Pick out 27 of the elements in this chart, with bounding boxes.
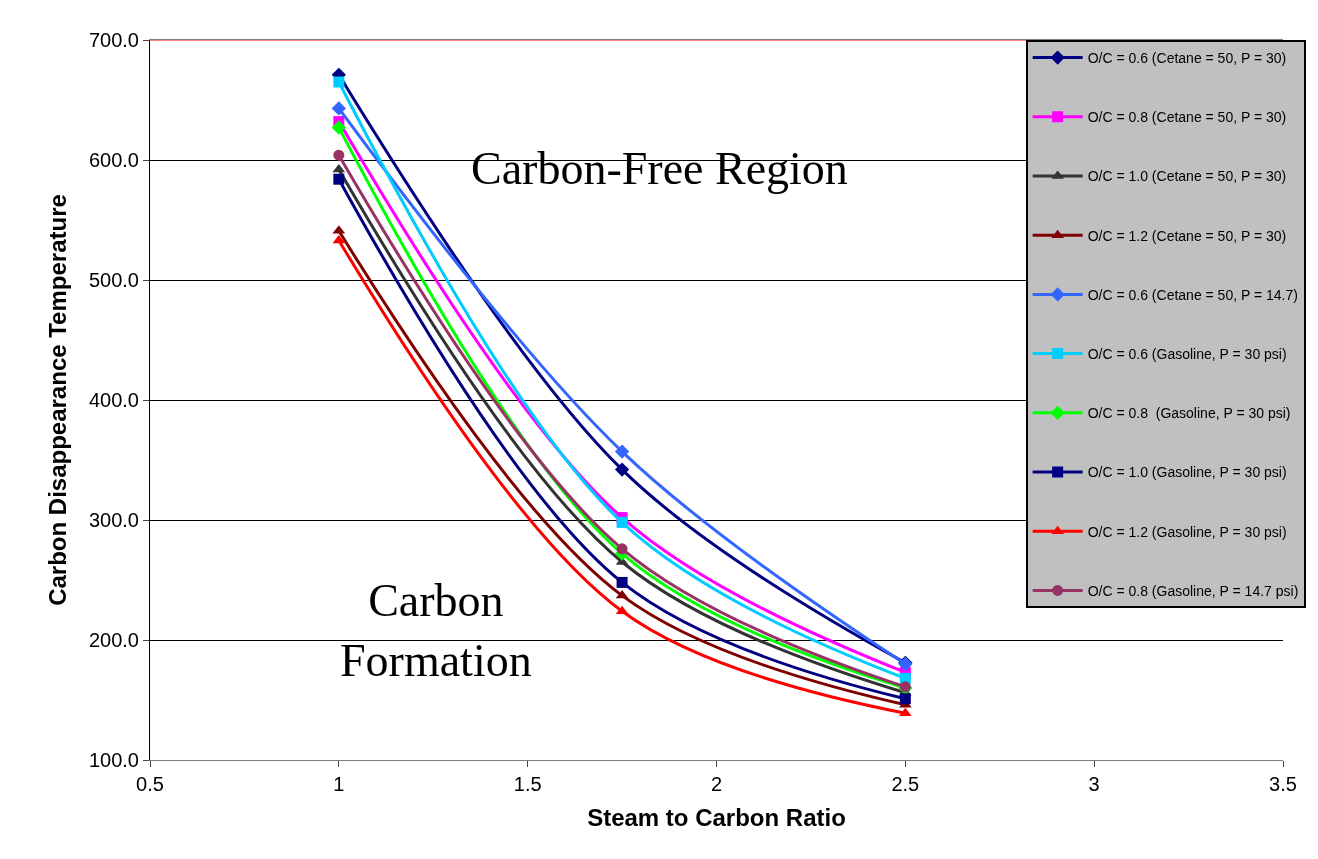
y-tick-label: 200.0 <box>88 629 139 651</box>
legend-label: O/C = 0.8 (Cetane = 50, P = 30) <box>1087 109 1287 126</box>
legend-label: O/C = 0.8 (Gasoline, P = 14.7 psi) <box>1087 582 1299 599</box>
y-tick-label: 600.0 <box>88 149 139 171</box>
legend-label: O/C = 0.6 (Cetane = 50, P = 14.7) <box>1087 286 1298 303</box>
x-tick-label: 0.5 <box>136 773 164 795</box>
y-tick-label: 700.0 <box>88 29 139 51</box>
x-axis-title: Steam to Carbon Ratio <box>587 804 846 832</box>
legend-label: O/C = 0.6 (Gasoline, P = 30 psi) <box>1087 346 1287 363</box>
x-tick-label: 1.5 <box>513 773 542 795</box>
annotation: Carbon Formation <box>340 575 532 686</box>
legend-label: O/C = 0.6 (Cetane = 50, P = 30) <box>1087 50 1287 67</box>
x-tick-label: 3.5 <box>1269 773 1297 795</box>
y-tick-label: 500.0 <box>88 269 139 291</box>
x-tick-label: 2 <box>710 773 723 795</box>
legend-label: O/C = 1.0 (Gasoline, P = 30 psi) <box>1087 464 1287 481</box>
legend-label: O/C = 1.2 (Cetane = 50, P = 30) <box>1087 227 1287 244</box>
x-tick-label: 3 <box>1088 773 1100 795</box>
y-tick-label: 100.0 <box>88 749 139 771</box>
y-tick-label: 300.0 <box>88 509 139 531</box>
legend-label: O/C = 0.8 (Gasoline, P = 30 psi) <box>1087 405 1291 422</box>
y-tick-label: 400.0 <box>88 389 139 411</box>
y-axis-title: Carbon Disappearance Temperature <box>44 194 72 606</box>
legend-label: O/C = 1.2 (Gasoline, P = 30 psi) <box>1087 523 1287 540</box>
x-tick-label: 2.5 <box>891 773 920 795</box>
x-tick-label: 1 <box>333 773 345 795</box>
legend-label: O/C = 1.0 (Cetane = 50, P = 30) <box>1087 168 1287 185</box>
